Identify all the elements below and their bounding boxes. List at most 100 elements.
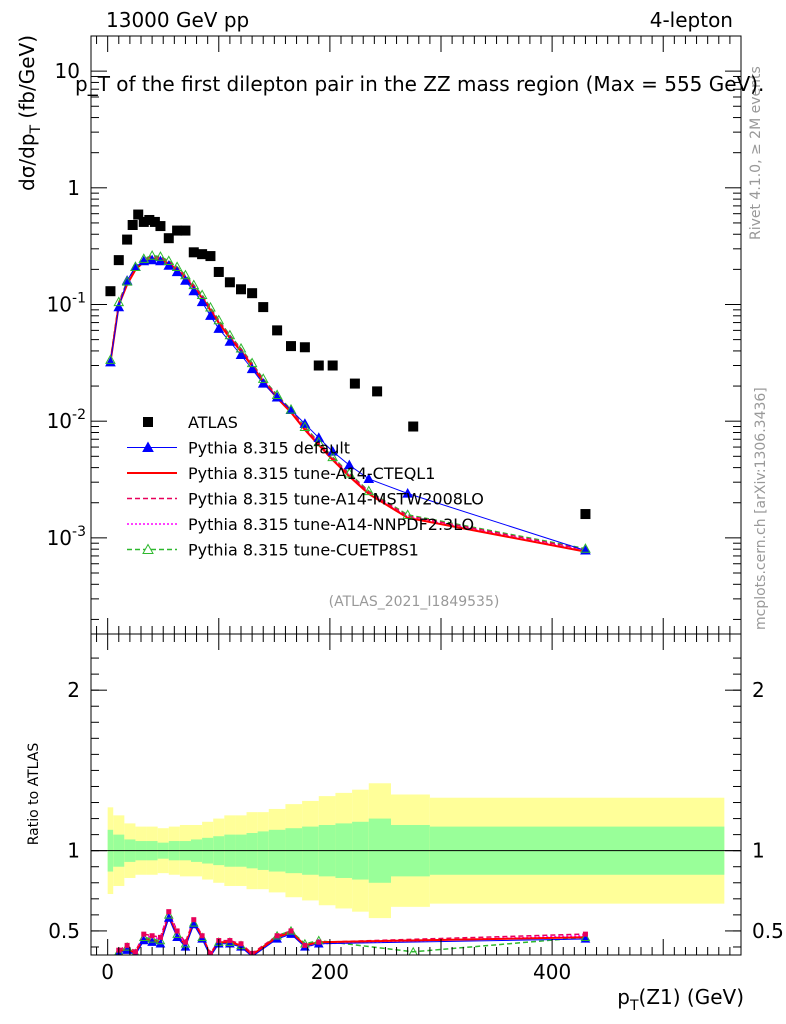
analysis-label: (ATLAS_2021_I1849535) — [329, 594, 500, 610]
legend-label-cuetp8s1: Pythia 8.315 tune-CUETP8S1 — [188, 541, 419, 560]
ratio-y-tick-label-right: 0.5 — [752, 919, 784, 943]
series-default-point — [188, 285, 200, 296]
atlas-data-point — [349, 378, 360, 389]
atlas-data-point — [133, 209, 144, 220]
legend-label-mstw: Pythia 8.315 tune-A14-MSTW2008LO — [188, 490, 484, 509]
series-default-point — [363, 473, 375, 484]
ratio-mstw-point — [207, 950, 213, 955]
series-cuetp8s1-point — [130, 261, 141, 271]
atlas-data-point — [180, 225, 191, 236]
atlas-data-point — [149, 216, 160, 227]
series-cuetp8s1-point — [343, 467, 355, 478]
atlas-data-point — [372, 386, 383, 397]
ratio-y-tick-label: 0.5 — [48, 919, 80, 943]
ratio-cuetp8s1-point — [580, 932, 591, 942]
ratio-plot: 0 200 400 0.5 0.5 1 1 2 2 Ratio to ATLAS pT(Z1) … — [26, 633, 784, 1014]
ratio-mstw-point — [124, 942, 130, 948]
ratio-cuetp8s1-point — [138, 932, 149, 942]
atlas-data-point — [299, 342, 310, 353]
series-default-point — [402, 487, 414, 498]
atlas-data-point — [205, 251, 216, 262]
legend-default-marker — [142, 441, 154, 452]
header-right: 4-lepton — [650, 8, 733, 32]
series-mstw-line — [109, 255, 586, 551]
rivet-label: Rivet 4.1.0, ≥ 2M events — [748, 66, 764, 240]
series-cuetp8s1-point — [171, 261, 183, 271]
atlas-data-point — [327, 360, 338, 371]
ratio-mstw-point — [157, 934, 163, 940]
ratio-cuetp8s1-point — [155, 935, 166, 945]
ratio-y-tick-label: 2 — [67, 678, 80, 702]
atlas-data-point — [247, 288, 258, 299]
series-cuetp8s1-point — [180, 269, 191, 280]
ratio-mstw-point — [227, 938, 233, 944]
ratio-mstw-point — [238, 941, 244, 947]
ratio-frame — [90, 633, 742, 956]
series-cuetp8s1-point — [402, 509, 414, 519]
ratio-series — [114, 909, 591, 955]
ratio-cuetp8s1-point — [172, 929, 182, 938]
legend: ATLAS Pythia 8.315 default Pythia 8.315 tu… — [127, 413, 484, 560]
series-cuetp8s1-point — [213, 314, 225, 325]
plot-title: p_T of the first dilepton pair in the ZZ… — [75, 72, 764, 96]
atlas-data-point — [258, 302, 269, 313]
atlas-data-point — [224, 277, 235, 288]
atlas-data-point — [408, 421, 419, 432]
ratio-mstw-point — [274, 933, 280, 939]
series-default-point — [213, 323, 225, 333]
atlas-data-point — [580, 509, 591, 520]
y-tick-label: 1 — [67, 176, 80, 200]
ratio-cuetp8s1-point — [163, 909, 174, 919]
header-left: 13000 GeV pp — [106, 8, 249, 32]
series-cuetp8s1-point — [580, 543, 591, 553]
series-default-point — [205, 310, 216, 320]
ratio-mstw-point — [302, 942, 308, 948]
series-cuetp8s1-point — [246, 357, 258, 368]
atlas-data-point — [105, 286, 116, 297]
series-cuetp8s1-point — [155, 251, 166, 261]
series-cuetp8s1-point — [313, 436, 325, 447]
atlas-data-point — [197, 249, 208, 260]
ratio-y-label: Ratio to ATLAS — [26, 743, 42, 846]
ratio-y-tick-label: 1 — [67, 839, 80, 863]
series-default-point — [180, 275, 191, 285]
legend-label-default: Pythia 8.315 default — [188, 439, 350, 458]
legend-atlas-marker — [143, 417, 153, 427]
mcplots-label: mcplots.cern.ch [arXiv:1306.3436] — [753, 387, 769, 630]
series-cuetp8s1-point — [224, 329, 236, 340]
series-default-point — [163, 260, 175, 270]
y-axis-label: dσ/dpT (fb/GeV) — [15, 35, 44, 191]
series-cuetp8s1-point — [235, 342, 247, 353]
ratio-mstw-point — [166, 909, 172, 915]
series-default-point — [235, 349, 247, 359]
x-tick-label: 0 — [101, 960, 114, 984]
atlas-data-point — [313, 360, 324, 371]
atlas-data-point — [236, 284, 246, 295]
series-cuetp8s1-point — [363, 485, 375, 496]
series-default-point — [113, 301, 125, 312]
y-tick-label: 10-1 — [47, 290, 86, 316]
legend-cuetp8s1-marker — [142, 543, 154, 554]
x-tick-label: 400 — [533, 960, 571, 984]
series-default-point — [155, 255, 166, 266]
series-cuetp8s1-point — [285, 403, 297, 414]
series-cuetp8s1-point — [188, 279, 200, 290]
series-cuetp8s1-point — [121, 275, 133, 286]
series-cuetp8s1-point — [163, 255, 175, 266]
series-cuetp8s1-point — [146, 250, 158, 260]
atlas-data-point — [172, 225, 183, 236]
ratio-y-tick-label-right: 2 — [752, 678, 765, 702]
series-cuetp8s1-point — [299, 421, 311, 432]
series-cuetp8s1-point — [271, 389, 283, 399]
series-cuetp8s1-point — [105, 354, 116, 364]
ratio-mstw-point — [174, 928, 180, 934]
ratio-cuetp8s1-point — [147, 933, 157, 943]
ratio-mstw-point — [288, 928, 294, 934]
series-cuetp8s1-point — [196, 289, 208, 300]
atlas-data-point — [144, 214, 155, 225]
y-tick-label: 10 — [55, 59, 80, 83]
series-cuetp8s1-point — [138, 253, 150, 263]
ratio-cuetp8s1-point — [188, 917, 199, 927]
atlas-data-point — [122, 234, 133, 245]
